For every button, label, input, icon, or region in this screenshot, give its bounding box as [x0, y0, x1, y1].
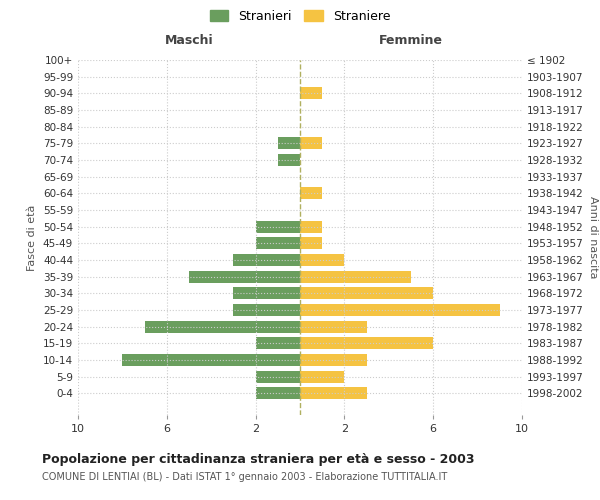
Bar — [256, 338, 300, 349]
Bar — [300, 370, 344, 382]
Bar — [256, 238, 300, 250]
Text: Popolazione per cittadinanza straniera per età e sesso - 2003: Popolazione per cittadinanza straniera p… — [42, 452, 475, 466]
Bar — [256, 220, 300, 232]
Bar — [300, 320, 367, 332]
Bar — [145, 320, 300, 332]
Bar — [256, 370, 300, 382]
Bar — [300, 88, 322, 100]
Bar — [300, 354, 367, 366]
Bar — [300, 220, 322, 232]
Bar — [300, 188, 322, 200]
Bar — [122, 354, 300, 366]
Y-axis label: Anni di nascita: Anni di nascita — [587, 196, 598, 279]
Text: COMUNE DI LENTIAI (BL) - Dati ISTAT 1° gennaio 2003 - Elaborazione TUTTITALIA.IT: COMUNE DI LENTIAI (BL) - Dati ISTAT 1° g… — [42, 472, 447, 482]
Bar — [300, 288, 433, 300]
Text: Maschi: Maschi — [164, 34, 214, 46]
Bar — [189, 270, 300, 282]
Text: Femmine: Femmine — [379, 34, 443, 46]
Bar — [300, 254, 344, 266]
Bar — [300, 238, 322, 250]
Bar — [233, 254, 300, 266]
Bar — [300, 338, 433, 349]
Bar — [300, 270, 411, 282]
Bar — [300, 304, 500, 316]
Y-axis label: Fasce di età: Fasce di età — [28, 204, 37, 270]
Bar — [278, 154, 300, 166]
Bar — [278, 138, 300, 149]
Bar — [233, 288, 300, 300]
Bar — [256, 388, 300, 400]
Bar — [300, 388, 367, 400]
Bar — [300, 138, 322, 149]
Bar — [233, 304, 300, 316]
Legend: Stranieri, Straniere: Stranieri, Straniere — [206, 6, 394, 26]
